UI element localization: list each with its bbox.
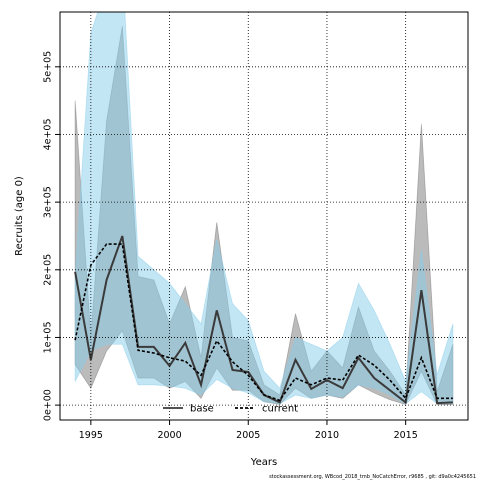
y-tick-label: 4e+05 [43, 118, 54, 150]
y-tick-label: 3e+05 [43, 186, 54, 218]
x-tick-label: 2015 [394, 430, 418, 441]
x-tick-label: 1995 [79, 430, 103, 441]
x-tick-label: 2010 [315, 430, 339, 441]
plot-frame [59, 11, 469, 421]
y-tick-label: 1e+05 [43, 321, 54, 353]
y-tick-label: 0e+00 [43, 389, 54, 421]
legend-label: base [190, 404, 214, 415]
x-tick-label: 2005 [236, 430, 260, 441]
x-axis-label: Years [250, 457, 277, 468]
x-tick-label: 2000 [157, 430, 181, 441]
plot-area [74, 12, 454, 406]
y-axis-label: Recruits (age 0) [14, 176, 25, 256]
footnote: stockassessment.org, WBcod_2018_tmb_NoCa… [269, 474, 476, 480]
confidence-band [74, 12, 454, 405]
legend-label: current [262, 404, 298, 415]
data-line [74, 243, 453, 402]
y-tick-label: 5e+05 [43, 51, 54, 83]
y-tick-label: 2e+05 [43, 254, 54, 286]
